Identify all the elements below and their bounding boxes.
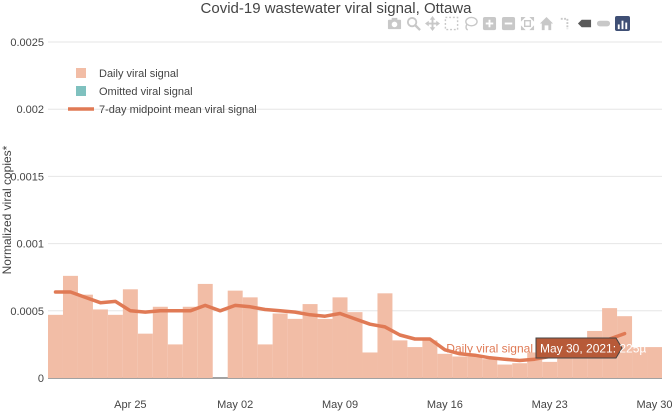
x-tick-labels: Apr 25 May 02 May 09 May 16 May 23 May 30: [114, 399, 672, 411]
daily-bar: [617, 316, 633, 378]
plotly-logo-icon[interactable]: [614, 15, 630, 31]
legend-label: Omitted viral signal: [99, 86, 193, 98]
lasso-icon[interactable]: [462, 15, 478, 31]
daily-bar: [497, 364, 513, 378]
x-tick-label: May 09: [322, 399, 358, 411]
x-tick-label: Apr 25: [114, 399, 146, 411]
daily-bar: [632, 347, 648, 378]
x-tick-label: May 23: [532, 399, 568, 411]
daily-bar: [62, 275, 78, 378]
daily-bar: [542, 361, 558, 378]
box-select-icon[interactable]: [443, 15, 459, 31]
daily-bar: [377, 293, 393, 378]
hover-value-label: May 30, 2021: 225µ: [540, 342, 646, 356]
daily-bar: [92, 309, 108, 378]
zoom-in-icon[interactable]: [481, 15, 497, 31]
daily-bar: [317, 318, 333, 378]
daily-bar: [302, 304, 318, 378]
daily-bar: [332, 297, 348, 378]
daily-bar: [122, 289, 138, 378]
hover-closest-icon[interactable]: [576, 15, 592, 31]
daily-bar: [647, 347, 662, 378]
modebar: [386, 12, 630, 34]
daily-bar: [137, 333, 153, 378]
daily-bar: [557, 356, 573, 378]
x-tick-label: May 02: [217, 399, 253, 411]
zoom-icon[interactable]: [405, 15, 421, 31]
pan-icon[interactable]: [424, 15, 440, 31]
hover-label-box: [535, 337, 623, 359]
spike-lines-icon[interactable]: [557, 15, 573, 31]
daily-bar: [572, 357, 588, 378]
hover-series-label: Daily viral signal: [446, 342, 533, 356]
autoscale-icon[interactable]: [519, 15, 535, 31]
zoom-out-icon[interactable]: [500, 15, 516, 31]
legend-swatch: [76, 86, 86, 96]
y-tick-labels: 0 0.0005 0.001 0.0015 0.002 0.0025: [10, 37, 44, 385]
camera-icon[interactable]: [386, 15, 402, 31]
legend-swatch: [76, 68, 86, 78]
home-icon[interactable]: [538, 15, 554, 31]
y-axis-label: Normalized viral copies*: [0, 145, 14, 274]
daily-bar: [347, 312, 363, 378]
daily-bar: [287, 318, 303, 378]
y-tick-label: 0: [38, 373, 44, 385]
daily-bar: [227, 290, 243, 378]
y-tick-label: 0.0005: [10, 306, 44, 318]
daily-bar: [48, 314, 63, 378]
daily-bar: [437, 353, 453, 378]
legend-label: Daily viral signal: [99, 68, 178, 80]
daily-bar: [257, 344, 273, 378]
mean-line[interactable]: [53, 290, 627, 363]
y-tick-label: 0.0025: [10, 37, 44, 49]
daily-bar: [197, 283, 213, 378]
x-tick-label: May 30: [636, 399, 672, 411]
x-tick-label: May 16: [427, 399, 463, 411]
y-tick-label: 0.001: [16, 239, 44, 251]
daily-bar: [167, 344, 183, 378]
hover-compare-icon[interactable]: [595, 15, 611, 31]
daily-bar: [407, 347, 423, 378]
daily-bar: [452, 356, 468, 378]
daily-bar: [482, 359, 498, 378]
daily-bar: [107, 314, 123, 378]
hover-tooltip: May 30, 2021: 225µ Daily viral signal: [446, 337, 646, 359]
legend[interactable]: Daily viral signal Omitted viral signal 7-…: [68, 68, 257, 116]
daily-bar: [422, 340, 438, 378]
daily-bar: [182, 306, 198, 378]
y-tick-label: 0.002: [16, 104, 44, 116]
daily-bar: [512, 363, 528, 378]
daily-bars[interactable]: [48, 275, 662, 378]
chart-title: Covid-19 wastewater viral signal, Ottawa: [201, 0, 473, 17]
daily-bar: [392, 340, 408, 378]
daily-bar: [467, 356, 483, 378]
daily-bar: [272, 313, 288, 378]
daily-bar: [77, 294, 93, 378]
daily-bar: [242, 297, 258, 378]
daily-bar: [362, 352, 378, 378]
y-tick-label: 0.0015: [10, 171, 44, 183]
legend-label: 7-day midpoint mean viral signal: [99, 104, 257, 116]
daily-bar: [152, 306, 168, 378]
